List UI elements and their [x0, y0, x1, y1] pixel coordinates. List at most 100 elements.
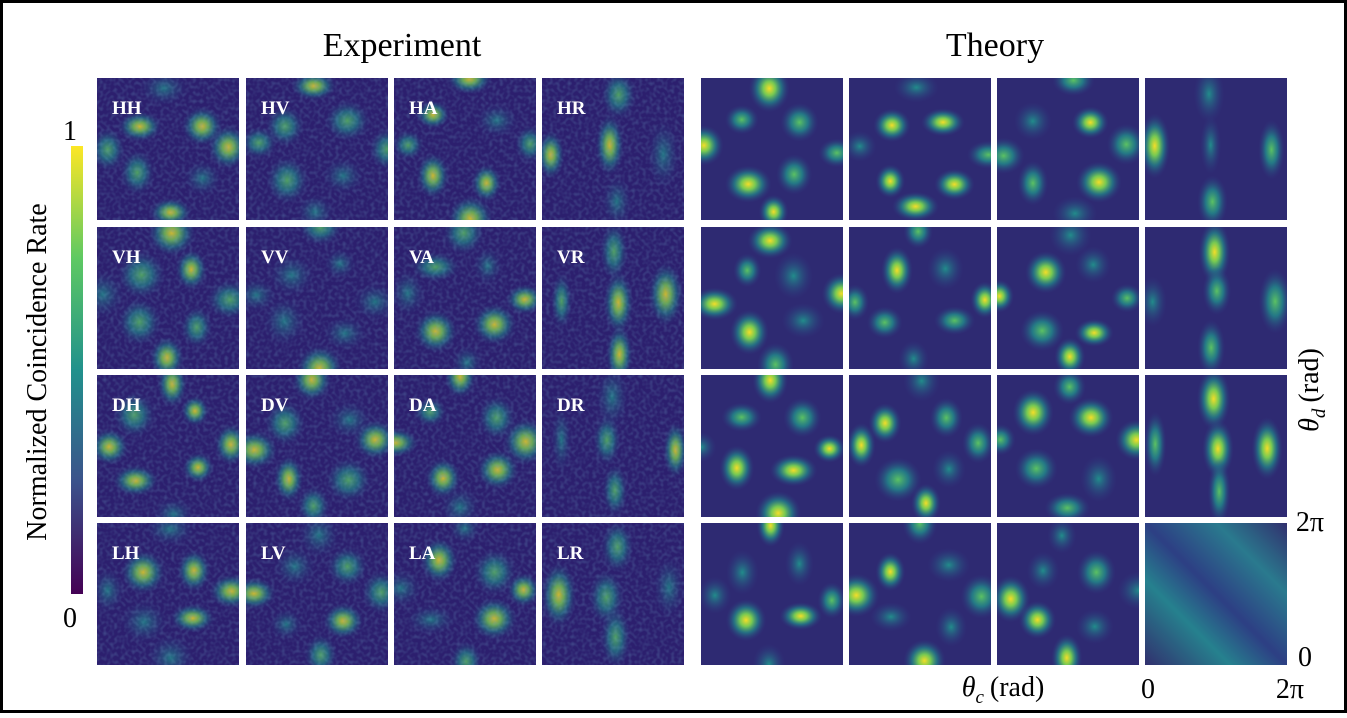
heatmap-panel: [843, 72, 1010, 221]
blob: [730, 310, 769, 355]
heatmap-panel: [847, 360, 994, 523]
heatmap-panel: [687, 357, 846, 535]
blob: [1208, 459, 1231, 525]
heatmap-panel: [372, 356, 549, 527]
blob: [927, 248, 963, 290]
blob: [869, 403, 902, 443]
blob: [875, 552, 905, 591]
y-bottom-tick: 0: [1298, 642, 1312, 673]
heatmap-panel: [985, 369, 1158, 523]
x-symbol: θ: [962, 672, 976, 703]
blob: [1252, 417, 1283, 480]
heatmap-panel: [1138, 220, 1291, 376]
blob: [699, 577, 732, 614]
blob: [1025, 251, 1067, 293]
blob: [785, 542, 814, 586]
theory-title: Theory: [946, 27, 1044, 64]
blob: [1047, 518, 1076, 554]
blob: [1076, 161, 1122, 202]
blob: [719, 445, 754, 490]
blob: [818, 582, 847, 618]
blob: [1076, 609, 1114, 644]
blob: [725, 105, 759, 134]
heatmap-panel: [391, 211, 543, 379]
y-top-tick: 2π: [1296, 507, 1324, 538]
blob: [1015, 448, 1058, 489]
panel-label: VA: [409, 247, 434, 268]
blob: [927, 548, 970, 582]
panel-label: LV: [261, 543, 286, 564]
panel-label: DH: [112, 395, 141, 416]
blob: [1018, 161, 1049, 206]
blob: [932, 450, 965, 488]
blob: [783, 398, 821, 438]
blob: [1203, 267, 1232, 315]
panel-label: VV: [261, 247, 289, 268]
blob: [892, 192, 939, 221]
x-axis-label: θc(rad): [962, 672, 1045, 708]
heatmap-panel: [983, 65, 1146, 231]
colorbar-max: 1: [63, 116, 77, 147]
blob: [934, 169, 975, 200]
blob: [782, 303, 825, 338]
blob: [721, 403, 761, 432]
colorbar-label: Normalized Coincidence Rate: [22, 203, 53, 540]
heatmap-panel: [232, 513, 401, 676]
blob: [776, 154, 812, 195]
blob: [867, 307, 903, 339]
panel-label: VH: [112, 247, 141, 268]
blob: [725, 166, 772, 203]
panel-label: LH: [112, 543, 140, 564]
blob: [1014, 102, 1052, 140]
blob: [733, 253, 761, 287]
blob: [874, 457, 921, 501]
blob: [875, 164, 905, 198]
blob: [881, 247, 913, 294]
heatmap-panel: [92, 513, 254, 681]
heatmap-panel: [231, 358, 397, 526]
blob: [1200, 116, 1221, 174]
blob: [726, 550, 759, 595]
heatmap-panel: [991, 518, 1160, 682]
heatmap-panel: [1139, 65, 1287, 228]
blob: [813, 435, 845, 463]
blob: [1077, 550, 1116, 594]
blob: [1197, 367, 1231, 430]
panel-label: HH: [112, 98, 142, 119]
heatmap-panel: [537, 71, 684, 226]
heatmap-panel: [833, 502, 1002, 682]
y-symbol: θ: [1294, 418, 1325, 432]
blob: [1111, 284, 1143, 313]
panel-label: LR: [557, 543, 584, 564]
heatmap-panel: [380, 514, 540, 682]
blob: [1144, 412, 1166, 477]
heatmap-panel: [985, 214, 1143, 375]
blob: [1080, 456, 1117, 503]
blob: [962, 423, 994, 464]
blob: [1027, 552, 1060, 590]
panel-label: VR: [557, 247, 585, 268]
experiment-title: Experiment: [323, 27, 482, 64]
y-subscript: d: [1309, 408, 1330, 418]
panel-label: HA: [409, 98, 438, 119]
y-axis-label: θd(rad): [1294, 348, 1330, 432]
blob: [779, 602, 822, 630]
blob: [774, 253, 813, 300]
heatmap-panel: [542, 366, 688, 517]
blob: [930, 398, 963, 438]
blob: [1259, 269, 1292, 334]
blob: [1075, 319, 1114, 347]
heatmap-panel: [241, 71, 405, 228]
figure: Experiment Theory 1 0 Normalized Coincid…: [0, 0, 1347, 713]
heatmap-panel: [699, 504, 847, 684]
blob: [870, 602, 911, 631]
blob: [935, 607, 967, 646]
blob: [1075, 246, 1111, 283]
heatmap-panel: [90, 361, 248, 531]
x-unit: (rad): [990, 672, 1044, 703]
blob: [1020, 310, 1064, 351]
panel-label: DA: [409, 395, 437, 416]
panel-bg: [1145, 523, 1287, 665]
blob: [1069, 397, 1114, 437]
blob: [934, 306, 975, 335]
